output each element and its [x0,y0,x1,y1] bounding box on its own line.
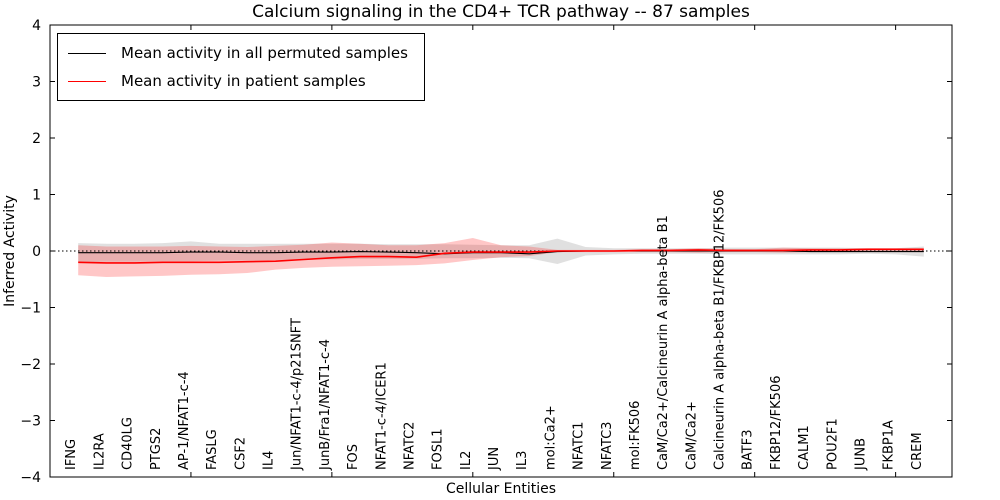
y-tick-label: 0 [32,244,41,260]
legend-line-sample-black [68,52,106,54]
x-category-label: CSF2 [233,437,248,470]
x-category-label: FKBP1A [882,420,897,470]
x-category-label: NFAT1-c-4/ICER1 [374,362,389,470]
x-category-label: mol:FK506 [628,401,643,470]
x-category-label: AP-1/NFAT1-c-4 [177,371,192,470]
x-category-label: FOS [346,444,361,470]
legend-label-permuted: Mean activity in all permuted samples [121,44,408,62]
legend-item-permuted: Mean activity in all permuted samples [68,39,408,67]
y-tick-label: 4 [32,18,41,34]
x-category-label: FOSL1 [431,429,446,470]
y-tick-label: −1 [20,300,41,316]
x-category-label: CD40LG [121,417,136,470]
x-axis-label: Cellular Entities [445,481,557,497]
x-category-label: IL4 [262,451,277,470]
x-category-label: CaM/Ca2+/Calcineurin A alpha-beta B1 [656,215,671,470]
legend: Mean activity in all permuted samples Me… [57,33,425,101]
legend-line-sample-red [68,80,106,82]
legend-item-patient: Mean activity in patient samples [68,67,408,95]
y-tick-label: −2 [20,357,41,373]
x-category-label: CREM [910,432,925,470]
x-category-label: NFATC1 [572,422,587,470]
x-category-label: IL2RA [92,433,107,470]
x-category-label: IL3 [515,451,530,470]
y-tick-label: −3 [20,413,41,429]
x-category-label: FASLG [205,429,220,470]
chart-title: Calcium signaling in the CD4+ TCR pathwa… [252,2,750,22]
x-category-label: Calcineurin A alpha-beta B1/FKBP12/FK506 [713,190,728,470]
x-category-label: Jun/NFAT1-c-4/p21SNFT [290,318,305,471]
x-category-label: FKBP12/FK506 [769,376,784,471]
y-tick-label: 1 [32,187,41,203]
y-axis-label: Inferred Activity [2,195,18,307]
x-category-label: JUNB [853,438,868,471]
x-category-label: CALM1 [797,425,812,470]
x-category-label: JunB/Fra1/NFAT1-c-4 [318,339,333,471]
legend-label-patient: Mean activity in patient samples [121,72,366,90]
y-tick-label: −4 [20,470,41,486]
x-category-label: BATF3 [741,430,756,471]
patient-mean-line [78,248,924,264]
x-category-label: PTGS2 [149,428,164,470]
x-category-label: NFATC2 [402,422,417,470]
x-category-label: mol:Ca2+ [543,405,558,470]
x-category-label: IL2 [459,451,474,470]
x-category-label: JUN [487,447,502,471]
x-category-label: IFNG [64,439,79,470]
x-category-label: NFATC3 [600,422,615,470]
y-tick-label: 3 [32,74,41,90]
x-category-label: POU2F1 [825,418,840,470]
patient-confidence-band [78,238,924,277]
y-tick-label: 2 [32,131,41,147]
x-category-label: CaM/Ca2+ [684,401,699,470]
